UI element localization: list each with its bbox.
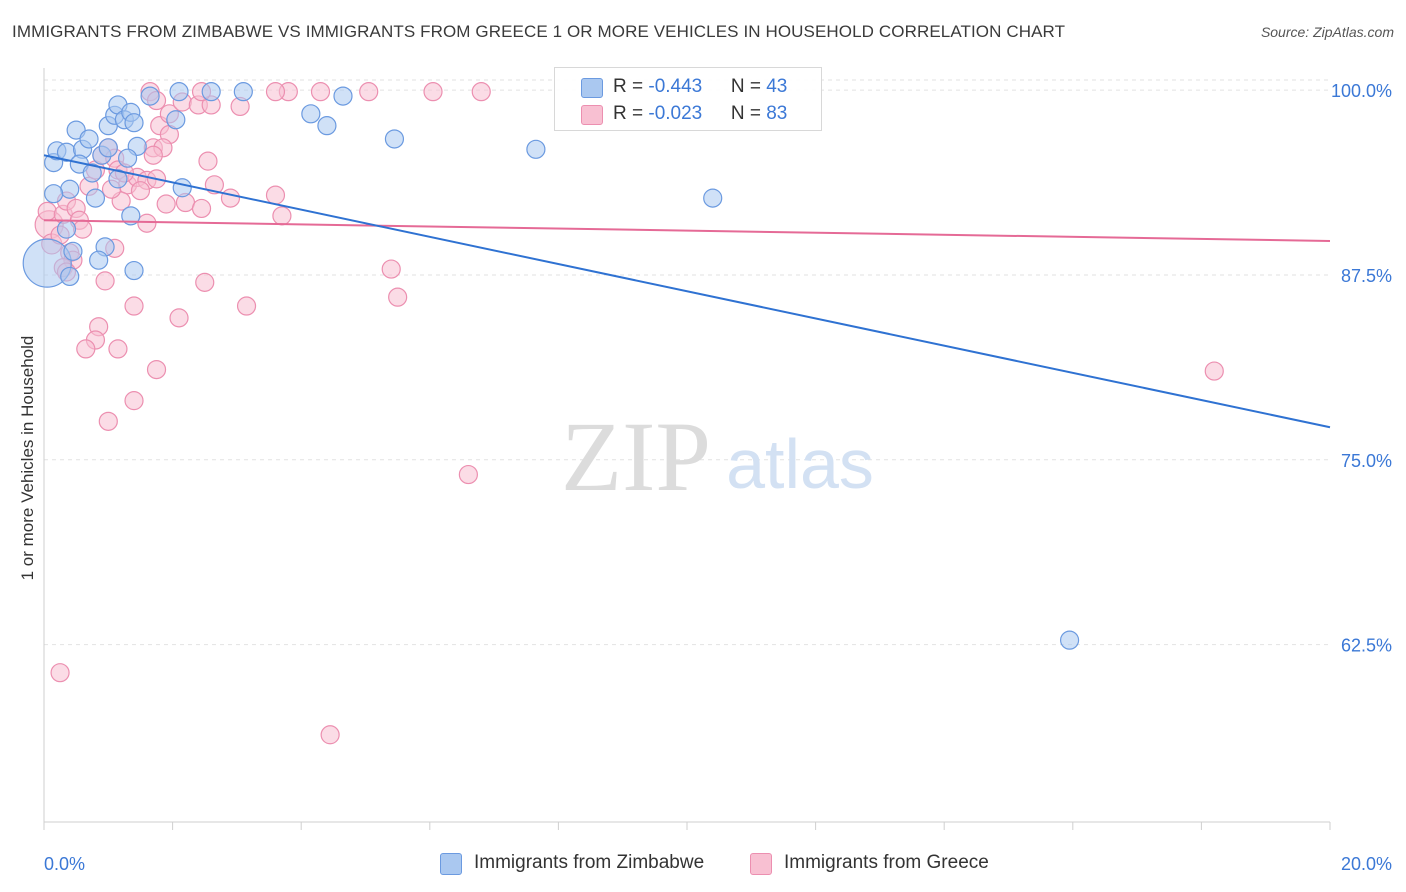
y-axis-label: 1 or more Vehicles in Household — [18, 335, 37, 581]
zimbabwe-point — [172, 178, 192, 198]
greece-point — [272, 206, 292, 226]
greece-point — [72, 219, 93, 239]
zimbabwe-point — [121, 206, 141, 226]
greece-point — [50, 663, 70, 683]
greece-point — [236, 296, 257, 316]
greece-point — [124, 296, 144, 316]
y-tick-label: 87.5% — [1341, 266, 1392, 286]
greece-point — [195, 272, 215, 292]
greece-point — [310, 82, 331, 102]
greece-point — [198, 151, 218, 171]
legend-n-value-greece: 83 — [766, 103, 788, 124]
zimbabwe-point — [60, 266, 80, 287]
legend-r-value-greece: -0.023 — [648, 103, 703, 124]
zimbabwe-point — [166, 110, 186, 130]
x-tick-label-min: 0.0% — [44, 854, 85, 874]
greece-point — [130, 181, 151, 201]
greece-point — [98, 411, 118, 431]
greece-point — [169, 308, 189, 328]
axes — [43, 68, 1331, 830]
greece-point — [156, 194, 176, 214]
zimbabwe-point — [89, 250, 109, 270]
greece-trendline — [43, 219, 1331, 242]
watermark-zip: ZIP — [561, 401, 711, 512]
greece-point — [381, 259, 401, 279]
zimbabwe-point — [526, 139, 546, 159]
greece-point — [191, 198, 212, 219]
zimbabwe-point — [140, 86, 160, 106]
greece-point — [137, 213, 157, 233]
greece-point — [265, 185, 286, 205]
greece-point — [471, 82, 491, 102]
zimbabwe-point — [44, 184, 64, 204]
zimbabwe-point — [98, 138, 118, 158]
zimbabwe-point — [85, 188, 106, 208]
zimbabwe-point — [384, 129, 405, 149]
zimbabwe-point — [117, 148, 138, 168]
correlation-legend: R = -0.443 N = 43 R = -0.023 N = 83 — [554, 67, 822, 131]
greece-point — [423, 82, 443, 102]
zimbabwe-point — [1059, 630, 1080, 650]
greece-point — [143, 145, 163, 165]
zimbabwe-point — [124, 260, 144, 281]
legend-n-label: N = — [730, 76, 767, 97]
y-tick-label: 75.0% — [1341, 451, 1392, 471]
zimbabwe-point — [317, 116, 337, 136]
greece-point — [320, 725, 340, 745]
watermark-atlas: atlas — [726, 425, 874, 503]
greece-point — [458, 464, 478, 485]
greece-point — [204, 175, 224, 195]
bottom-legend-swatch-greece — [750, 853, 772, 875]
zimbabwe-point — [56, 219, 77, 239]
legend-swatch-greece — [581, 105, 603, 125]
legend-n-value-zimbabwe: 43 — [766, 76, 788, 97]
greece-point — [37, 201, 57, 222]
y-tick-label: 62.5% — [1341, 636, 1392, 656]
zimbabwe-points — [22, 82, 1080, 650]
x-tick-label-max: 20.0% — [1341, 854, 1392, 874]
greece-point — [76, 339, 96, 359]
greece-point — [95, 271, 115, 291]
greece-point — [146, 360, 167, 380]
zimbabwe-trendline — [43, 154, 1331, 429]
greece-point — [265, 82, 286, 102]
zimbabwe-point — [333, 86, 353, 106]
zimbabwe-point — [169, 82, 189, 102]
legend-n-label: N = — [730, 103, 767, 124]
greece-point — [388, 287, 408, 307]
zimbabwe-point — [233, 82, 253, 102]
greece-point — [124, 391, 144, 411]
legend-r-value-zimbabwe: -0.443 — [648, 76, 703, 97]
greece-point — [359, 82, 379, 102]
watermark: ZIP atlas — [561, 401, 874, 512]
legend-r-label: R = — [613, 103, 649, 124]
greece-point — [108, 339, 128, 359]
greece-point — [1204, 361, 1224, 381]
bottom-legend-label-greece: Immigrants from Greece — [784, 852, 989, 873]
legend-swatch-zimbabwe — [581, 78, 603, 98]
zimbabwe-point — [124, 113, 144, 133]
zimbabwe-point — [22, 238, 72, 288]
zimbabwe-point — [82, 163, 102, 183]
zimbabwe-point — [60, 179, 80, 199]
gridlines — [44, 79, 1330, 646]
zimbabwe-point — [703, 188, 723, 208]
zimbabwe-point — [301, 104, 321, 124]
legend-r-label: R = — [613, 76, 649, 97]
tick-labels: 100.0% 87.5% 75.0% 62.5% 0.0% 20.0% — [44, 81, 1392, 874]
bottom-legend-label-zimbabwe: Immigrants from Zimbabwe — [474, 852, 705, 873]
chart-title: IMMIGRANTS FROM ZIMBABWE VS IMMIGRANTS F… — [12, 22, 1066, 41]
trendlines — [43, 154, 1331, 429]
y-tick-label: 100.0% — [1331, 81, 1392, 101]
zimbabwe-point — [201, 82, 221, 102]
source-label: Source: ZipAtlas.com — [1260, 24, 1394, 40]
zimbabwe-point — [63, 241, 83, 261]
bottom-legend-swatch-zimbabwe — [440, 853, 462, 875]
greece-point — [220, 188, 241, 208]
zimbabwe-point — [79, 129, 99, 149]
